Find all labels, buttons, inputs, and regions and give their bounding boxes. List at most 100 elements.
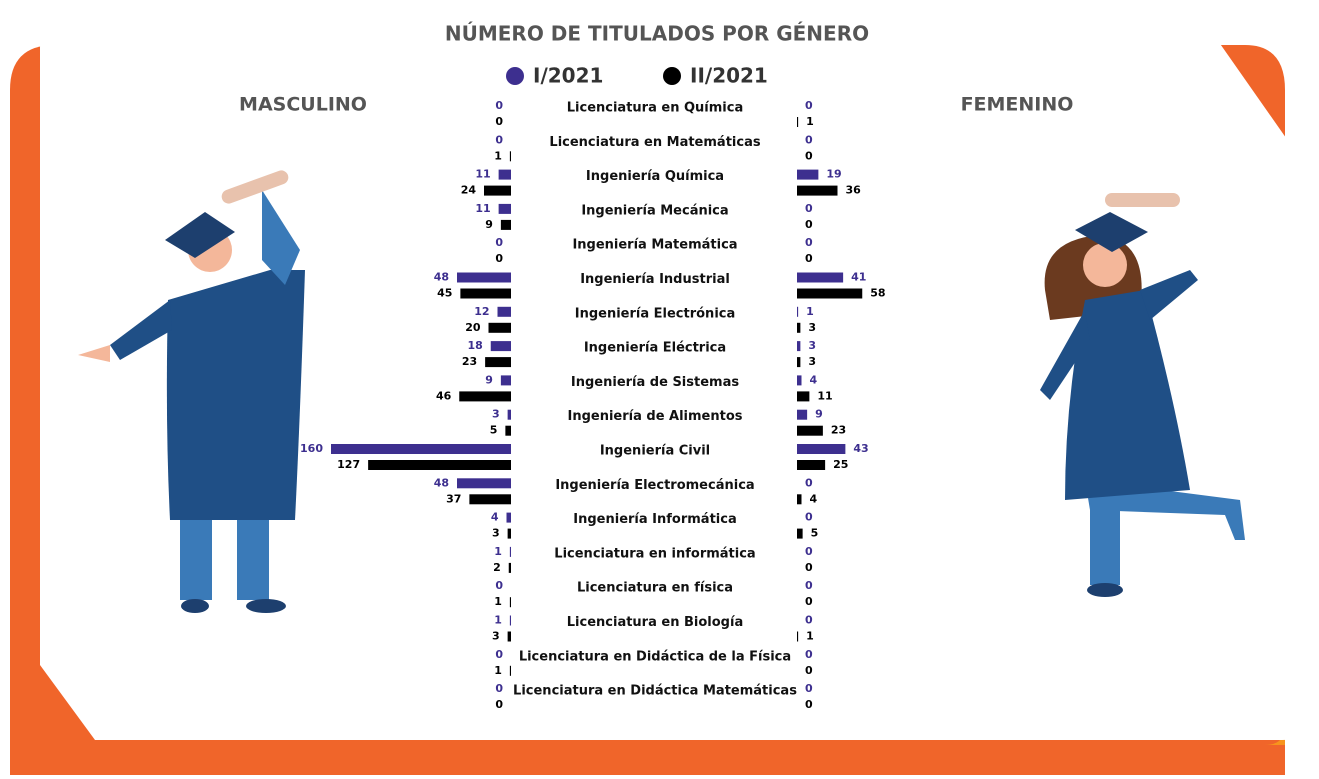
bar	[507, 409, 511, 420]
value-label: 1	[494, 545, 502, 558]
bar	[797, 409, 808, 420]
bar	[797, 185, 838, 196]
bar	[509, 665, 511, 676]
legend-label: II/2021	[690, 64, 768, 88]
bar	[508, 562, 511, 573]
value-label: 127	[337, 458, 360, 471]
value-label: 0	[805, 664, 813, 677]
category-label: Ingeniería Industrial	[580, 272, 730, 287]
bar	[498, 169, 511, 180]
bar	[507, 631, 511, 642]
bar	[797, 444, 846, 454]
chart-title: NÚMERO DE TITULADOS POR GÉNERO	[445, 22, 869, 46]
bar	[797, 460, 826, 470]
bar	[797, 425, 823, 436]
category-label: Licenciatura en Didáctica de la Física	[519, 649, 791, 664]
value-label: 0	[495, 99, 503, 112]
category-label: Ingeniería Electrónica	[575, 306, 736, 321]
value-label: 45	[437, 287, 452, 300]
bar	[500, 375, 511, 386]
category-label: Licenciatura en Didáctica Matemáticas	[513, 684, 797, 699]
category-label: Ingeniería Informática	[573, 512, 736, 527]
value-label: 3	[492, 527, 500, 540]
bar	[457, 272, 511, 283]
value-label: 20	[465, 321, 481, 334]
value-label: 0	[495, 698, 503, 711]
value-label: 0	[805, 236, 813, 249]
value-label: 0	[495, 236, 503, 249]
value-label: 46	[436, 389, 452, 402]
male-graduate	[78, 170, 305, 613]
value-label: 5	[490, 424, 498, 437]
value-label: 0	[805, 218, 813, 231]
value-label: 0	[495, 115, 503, 128]
bar	[490, 341, 511, 352]
group-title: FEMENINO	[961, 94, 1074, 116]
value-label: 0	[805, 579, 813, 592]
value-label: 0	[805, 682, 813, 695]
category-label: Ingeniería Mecánica	[581, 203, 728, 218]
bar	[497, 306, 511, 317]
value-label: 19	[826, 168, 841, 181]
bar	[485, 357, 511, 368]
female-graduate	[1040, 193, 1245, 597]
value-label: 43	[853, 442, 868, 455]
value-label: 4	[810, 373, 818, 386]
bar	[498, 203, 511, 214]
bar	[797, 288, 863, 299]
category-label: Ingeniería Matemática	[572, 238, 737, 253]
legend-swatch	[663, 67, 681, 85]
bar	[484, 185, 511, 196]
value-label: 0	[495, 579, 503, 592]
bar	[505, 425, 511, 436]
value-label: 0	[805, 202, 813, 215]
category-label: Licenciatura en informática	[554, 546, 755, 561]
value-label: 0	[805, 511, 813, 524]
bar	[797, 391, 810, 402]
value-label: 1	[494, 595, 502, 608]
bar	[368, 460, 511, 470]
bar	[797, 169, 819, 180]
value-label: 0	[805, 133, 813, 146]
value-label: 58	[870, 287, 885, 300]
value-label: 0	[805, 149, 813, 162]
value-label: 48	[434, 476, 449, 489]
category-label: Ingeniería Eléctrica	[584, 341, 726, 356]
value-label: 160	[300, 442, 323, 455]
bar	[797, 528, 803, 539]
value-label: 41	[851, 271, 866, 284]
category-label: Licenciatura en Biología	[567, 615, 743, 630]
bar	[457, 478, 511, 489]
bar	[488, 322, 511, 333]
bar	[797, 375, 802, 386]
value-label: 5	[811, 527, 819, 540]
bar	[797, 494, 802, 505]
bar	[797, 306, 799, 317]
value-label: 0	[495, 682, 503, 695]
value-label: 0	[805, 545, 813, 558]
bar	[509, 615, 511, 626]
value-label: 23	[831, 424, 846, 437]
value-label: 11	[817, 389, 832, 402]
category-label: Licenciatura en Matemáticas	[549, 135, 760, 150]
value-label: 1	[494, 614, 502, 627]
value-label: 1	[494, 664, 502, 677]
value-label: 11	[475, 168, 490, 181]
legend-label: I/2021	[533, 64, 603, 88]
bar	[797, 341, 801, 352]
category-label: Ingeniería Química	[586, 169, 724, 184]
value-label: 0	[805, 476, 813, 489]
value-label: 37	[446, 492, 461, 505]
bar	[459, 391, 511, 402]
value-label: 0	[805, 561, 813, 574]
card	[40, 8, 1312, 740]
value-label: 3	[492, 630, 500, 643]
value-label: 3	[492, 408, 500, 421]
value-label: 18	[467, 339, 482, 352]
bar	[509, 597, 511, 608]
bar	[797, 272, 844, 283]
category-label: Ingeniería Civil	[600, 444, 710, 459]
value-label: 0	[495, 648, 503, 661]
value-label: 0	[805, 99, 813, 112]
